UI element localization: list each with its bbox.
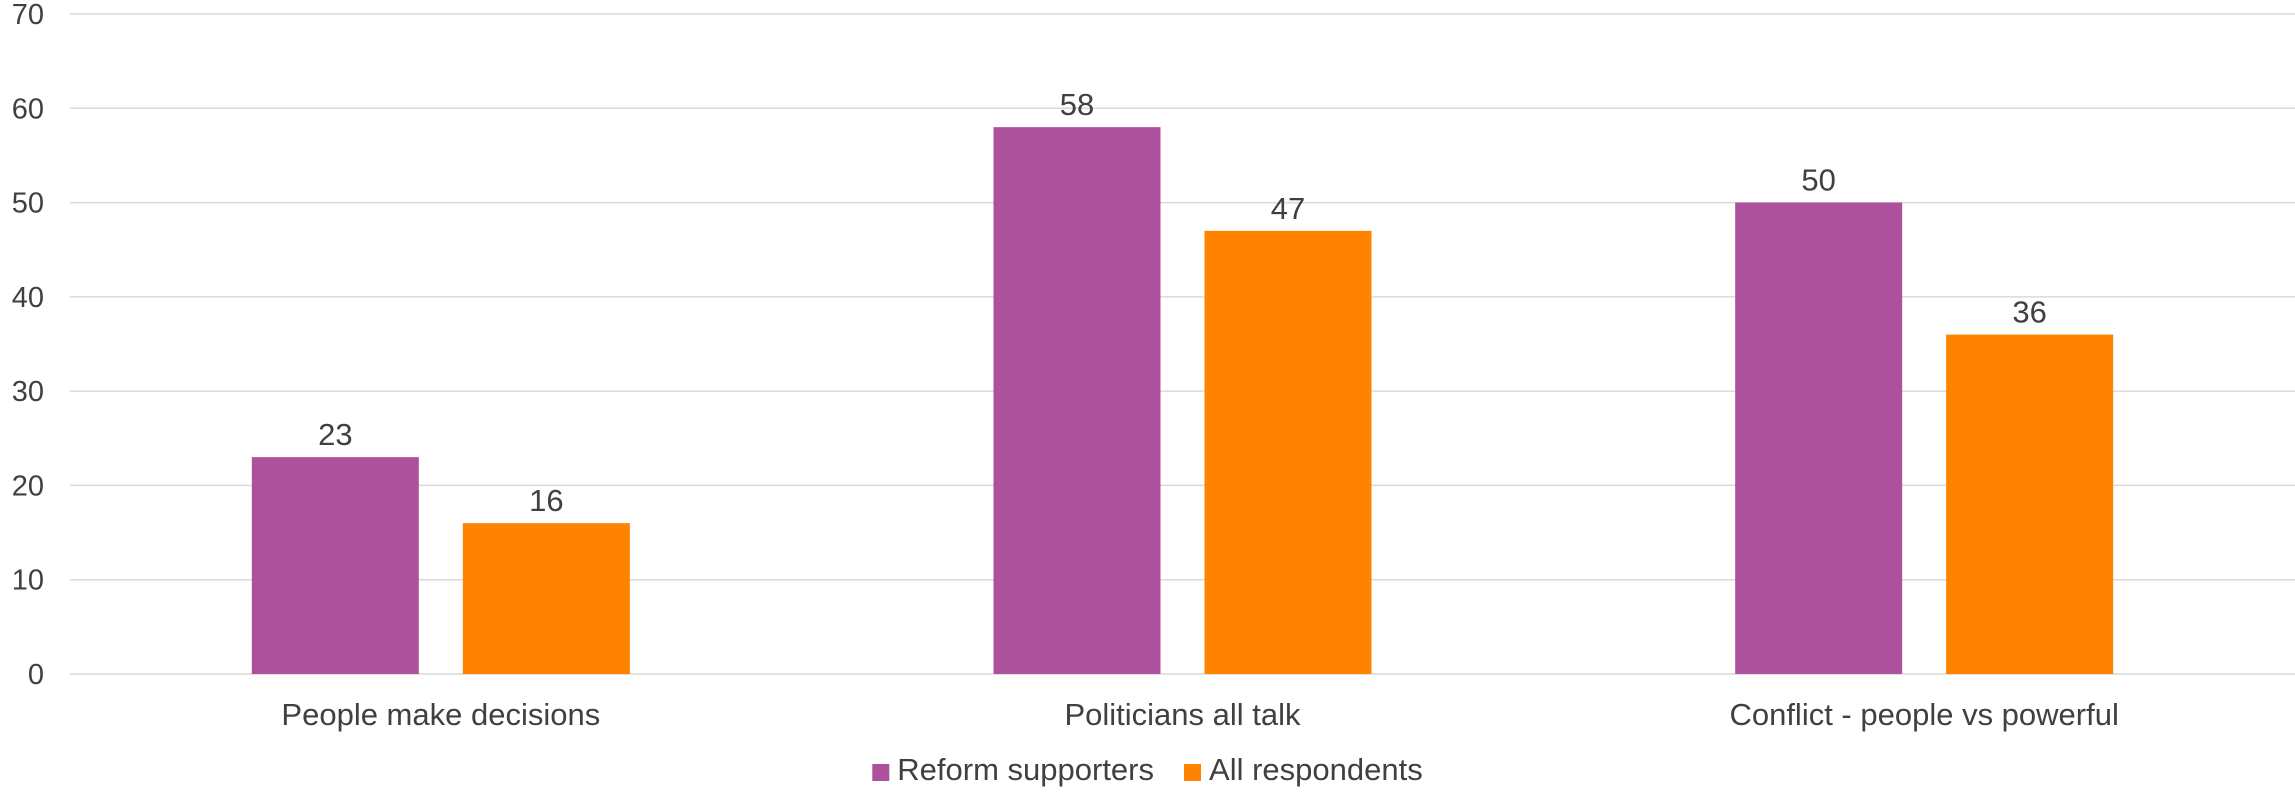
category-label-1: Politicians all talk	[1064, 697, 1301, 732]
bar-reform-supporters-1	[993, 127, 1161, 674]
y-tick-label-10: 10	[12, 565, 44, 597]
y-axis-ticks: 0 10 20 30 40 50 60 70	[12, 0, 44, 691]
data-label-all-respondents-2: 36	[2012, 295, 2046, 330]
bar-all-respondents-2	[1946, 334, 2114, 674]
x-axis-categories: People make decisions Politicians all tal…	[281, 697, 2118, 732]
y-tick-label-0: 0	[28, 659, 44, 691]
data-label-reform-supporters-2: 50	[1801, 163, 1835, 198]
bars	[251, 127, 2114, 675]
legend-item-all-respondents: All respondents	[1184, 752, 1423, 787]
y-tick-label-20: 20	[12, 470, 44, 502]
y-tick-label-40: 40	[12, 282, 44, 314]
legend-item-reform-supporters: Reform supporters	[872, 752, 1154, 787]
data-label-reform-supporters-0: 23	[318, 417, 352, 452]
data-label-all-respondents-1: 47	[1271, 191, 1305, 226]
y-tick-label-50: 50	[12, 188, 44, 220]
y-tick-label-30: 30	[12, 376, 44, 408]
bar-all-respondents-0	[462, 523, 630, 674]
category-label-2: Conflict - people vs powerful	[1729, 697, 2118, 732]
legend-swatch	[1184, 764, 1202, 781]
data-labels: 23 16 58 47 50 36	[318, 87, 2047, 518]
bar-all-respondents-1	[1204, 230, 1372, 674]
legend: Reform supporters All respondents	[872, 752, 1423, 787]
y-tick-label-70: 70	[12, 0, 44, 31]
legend-label: All respondents	[1209, 752, 1423, 787]
bar-reform-supporters-2	[1735, 202, 1903, 675]
data-label-all-respondents-0: 16	[529, 483, 563, 518]
gridlines	[70, 13, 2295, 675]
data-label-reform-supporters-1: 58	[1060, 87, 1094, 122]
legend-swatch	[872, 764, 890, 781]
category-label-0: People make decisions	[281, 697, 600, 732]
bar-reform-supporters-0	[251, 457, 419, 674]
y-tick-label-60: 60	[12, 93, 44, 125]
legend-label: Reform supporters	[897, 752, 1154, 787]
